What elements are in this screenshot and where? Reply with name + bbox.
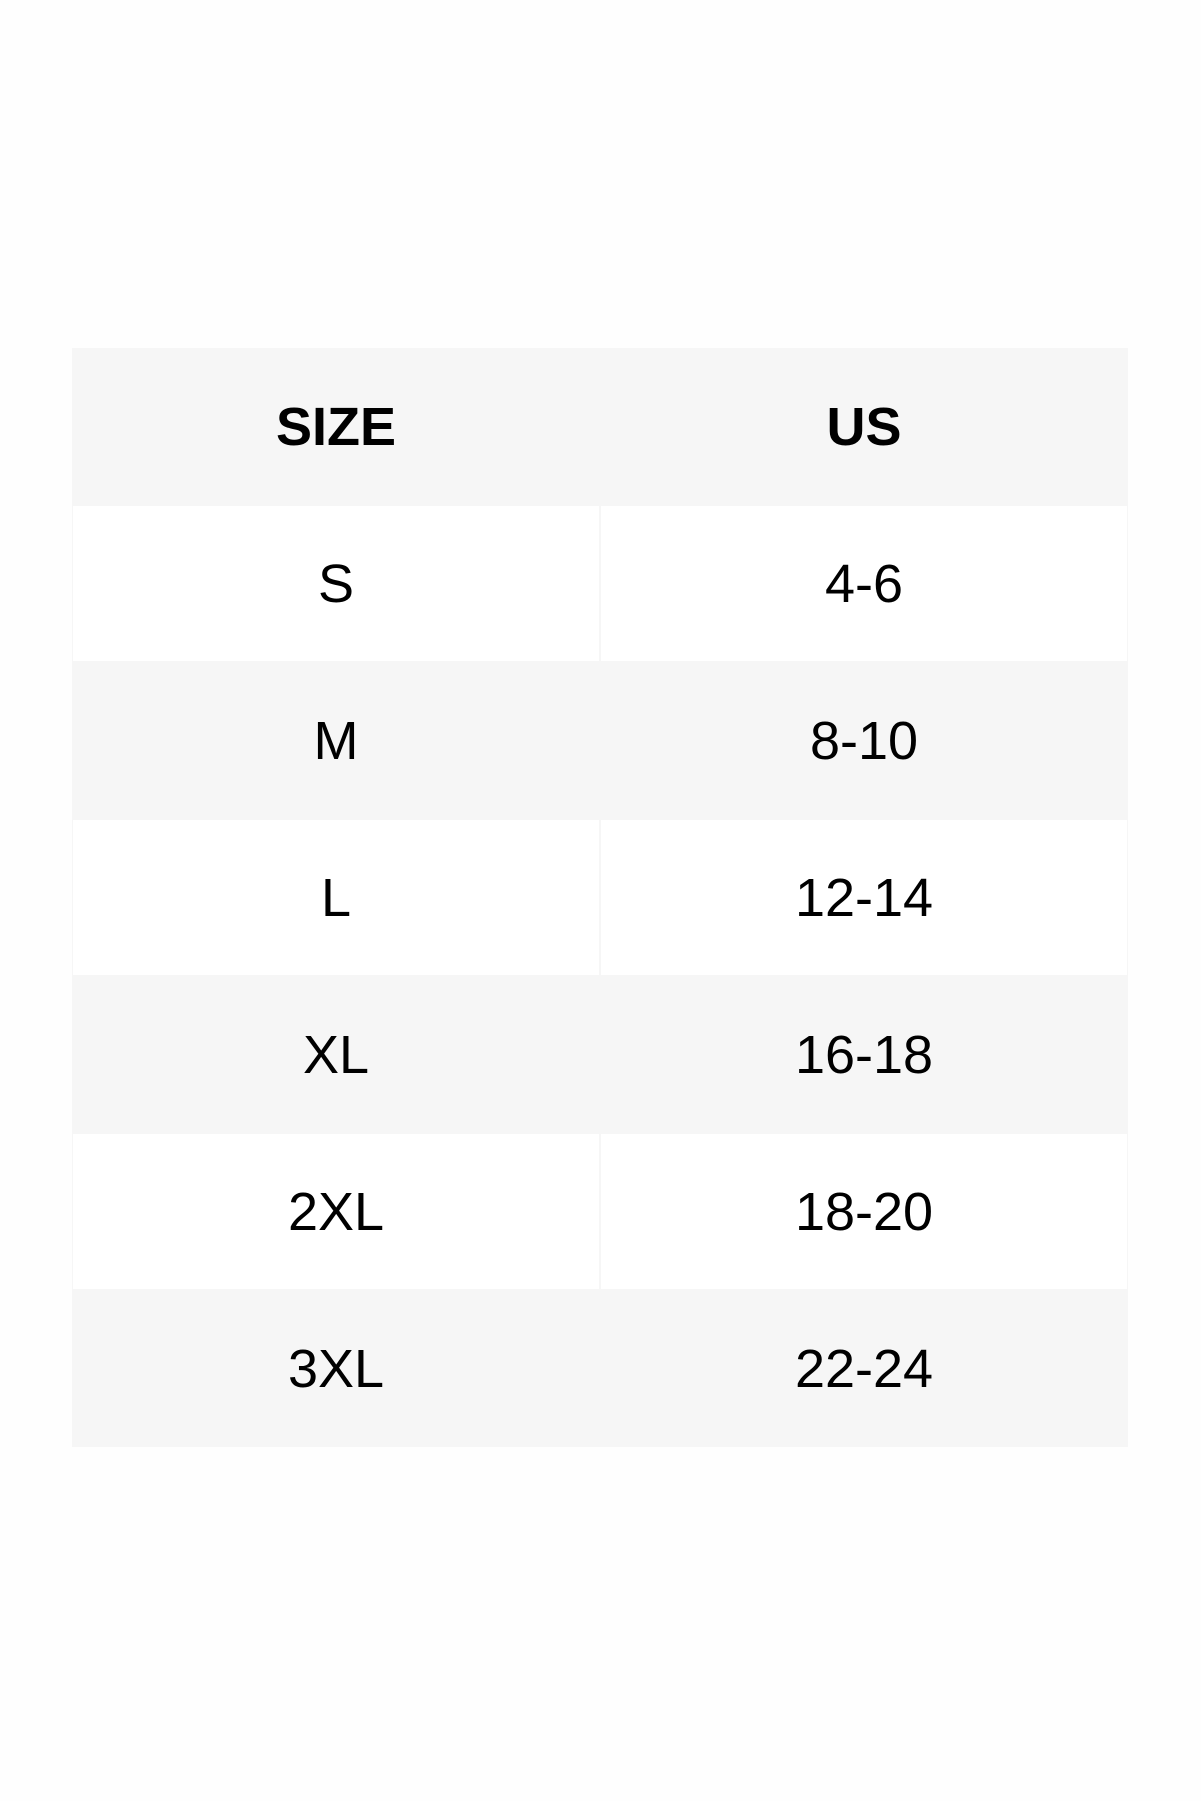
table-row: M 8-10 xyxy=(72,662,1128,819)
us-cell: 16-18 xyxy=(794,1024,934,1085)
us-cell: 22-24 xyxy=(794,1338,934,1399)
us-cell: 12-14 xyxy=(601,820,1127,975)
size-cell: S xyxy=(73,506,599,661)
us-cell: 18-20 xyxy=(601,1134,1127,1289)
table-header-row: SIZE US xyxy=(72,348,1128,505)
size-cell: M xyxy=(313,710,359,771)
us-cell: 8-10 xyxy=(809,710,919,771)
us-cell: 4-6 xyxy=(601,506,1127,661)
size-cell: 3XL xyxy=(287,1338,385,1399)
table-row: 2XL 18-20 xyxy=(72,1133,1128,1290)
table-row: L 12-14 xyxy=(72,819,1128,976)
size-cell: 2XL xyxy=(73,1134,599,1289)
size-cell: L xyxy=(73,820,599,975)
header-size: SIZE xyxy=(275,396,397,457)
size-chart-table: SIZE US S 4-6 M 8-10 L 12-14 XL 16-18 2X… xyxy=(72,348,1128,1447)
table-row: 3XL 22-24 xyxy=(72,1290,1128,1447)
table-row: S 4-6 xyxy=(72,505,1128,662)
size-cell: XL xyxy=(302,1024,370,1085)
header-us: US xyxy=(826,396,902,457)
table-row: XL 16-18 xyxy=(72,976,1128,1133)
